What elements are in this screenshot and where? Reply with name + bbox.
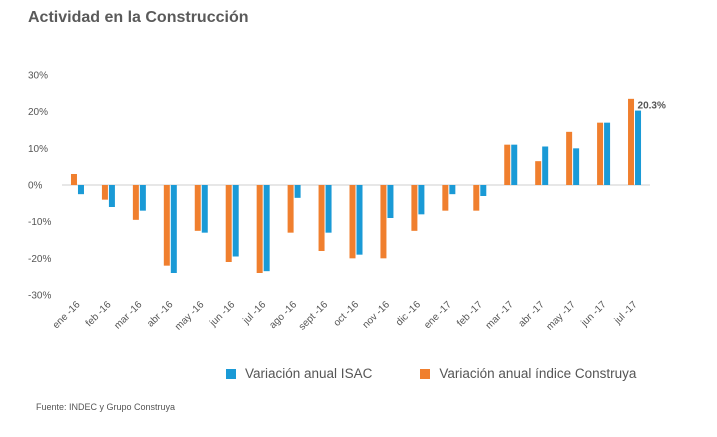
x-tick-label: jun -17: [579, 299, 609, 329]
x-tick-label: may -16: [173, 299, 207, 333]
chart-title: Actividad en la Construcción: [28, 9, 249, 26]
bar-isac: [263, 185, 270, 272]
bar-isac: [356, 185, 363, 255]
bar-construya: [504, 144, 511, 185]
x-tick-label: abr -17: [517, 299, 547, 329]
bar-isac: [604, 122, 611, 185]
x-tick-label: abr -16: [145, 299, 175, 329]
y-tick-label: -30%: [28, 291, 51, 302]
bar-isac: [294, 185, 301, 198]
bar-isac: [201, 185, 208, 233]
x-tick-label: jun -16: [207, 299, 237, 329]
y-tick-label: 30%: [28, 71, 48, 82]
bar-construya: [132, 185, 139, 220]
source-note: Fuente: INDEC y Grupo Construya: [36, 402, 176, 412]
legend-item-construya: Variación anual índice Construya: [420, 366, 636, 381]
x-tick-label: feb -17: [455, 299, 485, 329]
legend-label-construya: Variación anual índice Construya: [439, 366, 637, 381]
x-tick-label: may -17: [544, 299, 578, 333]
x-tick-label: ene -17: [422, 299, 454, 331]
bar-construya: [349, 185, 356, 259]
legend-swatch-construya: [420, 368, 431, 379]
x-tick-label: mar -17: [484, 299, 516, 331]
bar-isac: [449, 185, 456, 195]
x-tick-label: ago -16: [267, 299, 299, 331]
bar-construya: [256, 185, 263, 273]
bar-construya: [194, 185, 201, 231]
y-tick-label: 20%: [28, 107, 48, 118]
bar-construya: [597, 122, 604, 185]
bar-construya: [70, 174, 77, 185]
bar-isac: [573, 148, 580, 185]
x-tick-label: ene -16: [51, 299, 83, 331]
bar-construya: [163, 185, 170, 266]
legend-swatch-isac: [226, 368, 236, 379]
bar-construya: [473, 185, 480, 211]
bar-construya: [225, 185, 232, 262]
y-tick-label: 10%: [28, 144, 48, 155]
bar-construya: [380, 185, 387, 259]
x-tick-label: dic -16: [394, 299, 423, 328]
y-tick-label: -20%: [28, 254, 51, 265]
bar-construya: [628, 98, 635, 185]
bar-isac: [108, 185, 115, 207]
data-label: 20.3%: [638, 101, 666, 112]
bar-isac: [139, 185, 146, 211]
x-tick-label: jul -16: [241, 299, 269, 327]
bar-isac: [232, 185, 239, 257]
bar-isac: [635, 110, 642, 185]
x-tick-label: oct -16: [332, 299, 362, 329]
bar-isac: [77, 185, 84, 195]
bar-chart: 30%20%10%0%-10%-20%-30%ene -16 feb -16mar…: [28, 71, 666, 333]
y-tick-label: 0%: [28, 181, 43, 192]
bar-construya: [287, 185, 294, 233]
bar-isac: [511, 144, 518, 185]
x-tick-label: mar -16: [112, 299, 144, 331]
legend: Variación anual ISAC Variación anual índ…: [226, 366, 684, 381]
bar-construya: [535, 161, 542, 185]
bar-construya: [411, 185, 418, 231]
x-tick-label: sept -16: [297, 299, 331, 333]
x-tick-label: feb -16: [84, 299, 114, 329]
bar-construya: [318, 185, 325, 251]
legend-label-isac: Variación anual ISAC: [245, 366, 373, 381]
bar-isac: [170, 185, 177, 273]
bar-isac: [542, 146, 549, 185]
bar-construya: [101, 185, 108, 200]
bar-construya: [442, 185, 449, 211]
bar-isac: [387, 185, 394, 218]
legend-item-isac: Variación anual ISAC: [226, 366, 372, 381]
bar-construya: [566, 131, 573, 185]
x-tick-label: nov -16: [361, 299, 393, 331]
bar-isac: [480, 185, 487, 196]
bar-isac: [418, 185, 425, 215]
y-tick-label: -10%: [28, 217, 51, 228]
bar-isac: [325, 185, 332, 233]
x-tick-label: jul -17: [612, 299, 640, 327]
